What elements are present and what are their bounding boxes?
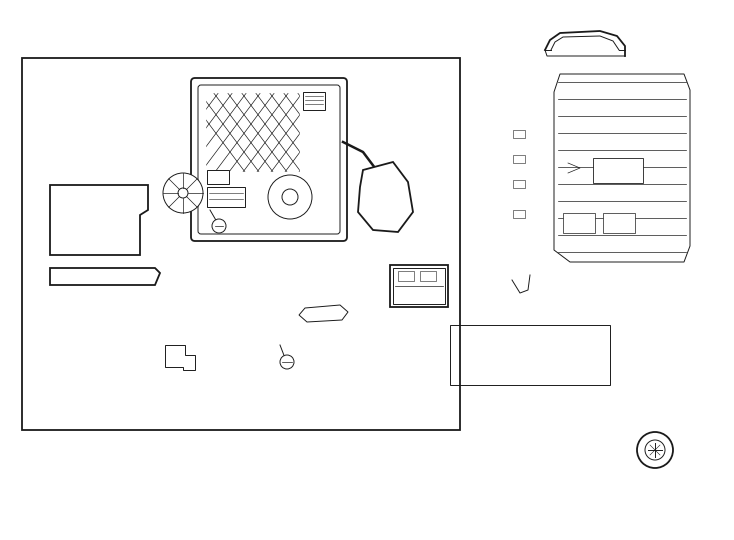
Bar: [603, 213, 635, 233]
Text: 7: 7: [29, 269, 41, 287]
Bar: [513, 210, 525, 218]
Bar: [513, 130, 525, 138]
Bar: [398, 271, 414, 281]
Polygon shape: [299, 305, 348, 322]
Text: 10: 10: [699, 146, 722, 164]
Bar: [207, 187, 245, 207]
Bar: [22, 58, 460, 430]
Polygon shape: [554, 74, 690, 262]
Text: 6: 6: [32, 216, 44, 234]
Circle shape: [268, 175, 312, 219]
Polygon shape: [300, 0, 734, 540]
Bar: [513, 180, 525, 188]
Text: 4: 4: [290, 289, 302, 307]
Bar: [420, 271, 436, 281]
Bar: [207, 170, 229, 184]
Text: 1: 1: [269, 21, 280, 39]
Text: 11: 11: [481, 246, 504, 264]
Polygon shape: [510, 100, 530, 285]
Text: 3: 3: [462, 264, 474, 282]
Bar: [390, 265, 448, 307]
Text: 2: 2: [684, 426, 696, 444]
Bar: [303, 92, 325, 110]
Polygon shape: [548, 68, 696, 268]
Bar: [450, 325, 610, 385]
Polygon shape: [50, 268, 160, 285]
Polygon shape: [445, 320, 617, 390]
Bar: [593, 158, 643, 183]
Text: 8: 8: [142, 349, 153, 367]
Polygon shape: [358, 162, 413, 232]
Circle shape: [282, 189, 298, 205]
Polygon shape: [430, 310, 625, 505]
Bar: [513, 155, 525, 163]
Circle shape: [280, 355, 294, 369]
Circle shape: [212, 219, 226, 233]
Text: 9: 9: [694, 29, 706, 47]
Polygon shape: [0, 0, 734, 92]
Bar: [393, 268, 445, 304]
Bar: [22, 58, 460, 430]
Bar: [563, 213, 595, 233]
Polygon shape: [50, 185, 148, 255]
Circle shape: [645, 440, 665, 460]
Circle shape: [637, 432, 673, 468]
Polygon shape: [165, 345, 195, 370]
Circle shape: [501, 441, 519, 459]
Text: 5: 5: [174, 139, 186, 157]
Polygon shape: [0, 172, 734, 540]
Circle shape: [163, 173, 203, 213]
FancyBboxPatch shape: [191, 78, 347, 241]
FancyBboxPatch shape: [198, 85, 340, 234]
Polygon shape: [0, 0, 205, 540]
Circle shape: [178, 188, 188, 198]
